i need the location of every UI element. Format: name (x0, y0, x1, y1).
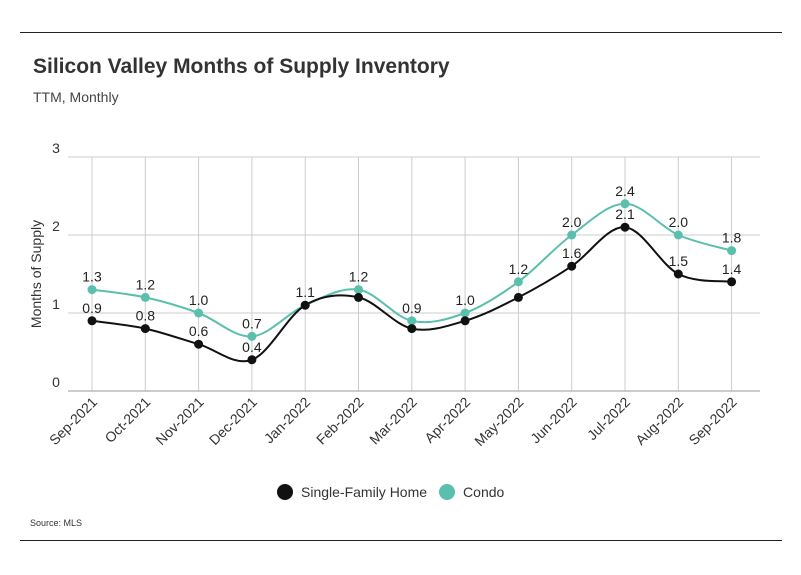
data-label-condo: 1.2 (349, 269, 369, 285)
data-label-condo: 1.3 (82, 269, 102, 285)
bottom-rule (20, 540, 782, 541)
data-point-single-family (300, 300, 310, 310)
y-tick-label: 1 (52, 296, 60, 312)
data-label-condo: 2.0 (669, 214, 689, 230)
data-point-single-family (567, 261, 577, 271)
x-tick-label: Sep-2021 (46, 394, 100, 448)
x-tick-label: Feb-2022 (313, 394, 367, 448)
data-label-condo: 1.0 (189, 292, 209, 308)
y-axis-label: Months of Supply (28, 220, 44, 328)
legend-marker-condo (439, 484, 456, 500)
y-tick-label: 0 (52, 374, 60, 390)
data-point-condo (673, 230, 683, 240)
data-point-condo (354, 285, 363, 295)
legend-label-single-family: Single-Family Home (301, 484, 428, 500)
x-tick-label: Sep-2022 (685, 394, 739, 448)
data-label-condo: 2.4 (615, 183, 635, 199)
data-point-condo (460, 308, 470, 318)
data-point-condo (513, 277, 523, 287)
x-tick-label: Apr-2022 (421, 394, 473, 446)
x-tick-label: Dec-2021 (206, 394, 260, 448)
data-label-single-family: 0.9 (82, 300, 102, 316)
x-tick-label: Jul-2022 (584, 394, 633, 443)
x-tick-label: Nov-2021 (152, 394, 206, 448)
data-point-condo (247, 331, 257, 341)
data-label-condo: 0.9 (402, 300, 422, 316)
y-tick-label: 2 (52, 218, 60, 234)
legend-marker-single-family (277, 484, 293, 500)
x-tick-label: Aug-2022 (632, 394, 686, 448)
data-label-condo: 1.2 (509, 261, 529, 277)
data-label-single-family: 1.4 (722, 261, 742, 277)
data-label-condo: 0.7 (242, 315, 262, 331)
data-point-single-family (673, 269, 683, 279)
legend-label-condo: Condo (463, 484, 505, 500)
chart-subtitle: TTM, Monthly (33, 89, 119, 105)
source-note: Source: MLS (30, 518, 83, 528)
data-point-condo (407, 316, 417, 326)
legend-item-single-family[interactable]: Single-Family Home (277, 484, 427, 500)
data-point-condo (727, 246, 737, 256)
data-point-condo (87, 285, 97, 295)
data-point-condo (140, 292, 150, 302)
top-rule (20, 32, 782, 33)
data-label-single-family: 1.5 (669, 253, 689, 269)
x-tick-label: Jan-2022 (261, 394, 314, 447)
data-point-condo (620, 199, 630, 209)
data-label-single-family: 1.6 (562, 245, 582, 261)
data-point-single-family (87, 316, 97, 326)
x-tick-label: Oct-2021 (101, 394, 153, 446)
data-point-condo (567, 230, 577, 240)
data-label-single-family: 2.1 (615, 206, 635, 222)
data-label-condo: 1.8 (722, 230, 742, 246)
chart-title: Silicon Valley Months of Supply Inventor… (33, 55, 450, 78)
data-label-single-family: 0.4 (242, 339, 262, 355)
data-point-single-family (513, 292, 523, 302)
data-point-single-family (407, 324, 417, 334)
data-label-single-family: 0.6 (189, 323, 209, 339)
legend-item-condo[interactable]: Condo (439, 484, 504, 500)
legend: Single-Family Home Condo (277, 484, 516, 500)
data-point-single-family (247, 355, 257, 365)
data-point-condo (194, 308, 204, 318)
x-tick-label: May-2022 (471, 394, 526, 449)
data-point-single-family (194, 339, 204, 349)
data-point-single-family (620, 222, 630, 232)
data-label-single-family: 0.8 (136, 308, 156, 324)
data-label-condo: 2.0 (562, 214, 582, 230)
data-point-single-family (727, 277, 737, 287)
data-point-single-family (460, 316, 470, 326)
x-tick-label: Mar-2022 (366, 394, 420, 448)
y-tick-label: 3 (52, 140, 60, 156)
data-point-single-family (140, 324, 150, 334)
data-label-condo: 1.0 (455, 292, 475, 308)
data-label-condo: 1.2 (136, 276, 156, 292)
x-tick-label: Jun-2022 (527, 394, 580, 447)
data-point-single-family (354, 292, 363, 302)
data-label-condo: 1.1 (295, 284, 315, 300)
